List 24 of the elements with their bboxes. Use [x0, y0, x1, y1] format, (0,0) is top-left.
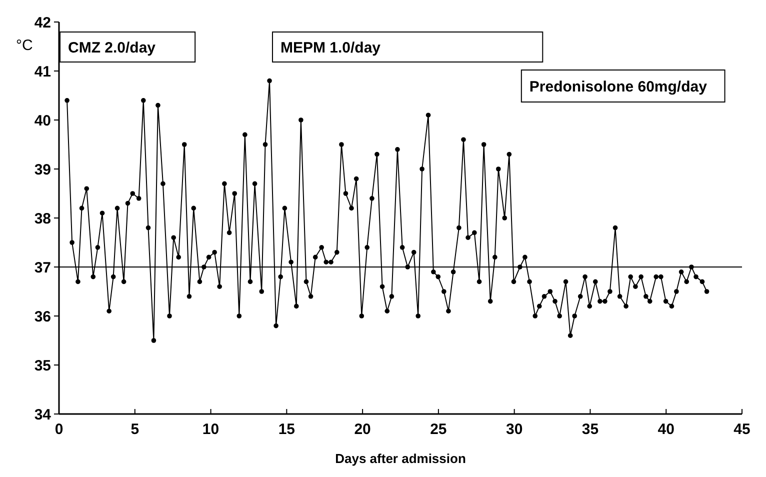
y-tick-label: 37 — [34, 259, 51, 276]
x-tick-label: 10 — [202, 421, 220, 438]
y-tick-label: 36 — [34, 308, 51, 326]
x-tick-label: 45 — [734, 421, 750, 438]
x-tick-label: 30 — [506, 421, 523, 438]
annotation: CMZ 2.0/day — [68, 39, 156, 56]
y-tick-label: 40 — [34, 112, 51, 130]
y-tick-label: 34 — [34, 406, 52, 424]
y-axis-title: °C — [16, 37, 33, 54]
x-tick-label: 5 — [130, 421, 140, 438]
annotation: MEPM 1.0/day — [280, 39, 382, 56]
x-tick-label: 0 — [54, 421, 64, 438]
y-tick-label: 35 — [34, 357, 51, 374]
x-tick-label: 25 — [430, 421, 447, 438]
x-tick-label: 15 — [278, 421, 296, 438]
x-tick-label: 20 — [354, 421, 371, 438]
y-tick-label: 39 — [34, 161, 51, 178]
y-tick-label: 42 — [34, 14, 51, 32]
y-tick-label: 38 — [34, 210, 51, 228]
annotation: Predonisolone 60mg/day — [529, 78, 708, 96]
y-tick-label: 41 — [34, 63, 51, 80]
x-axis-title: Days after admission — [335, 451, 466, 466]
x-tick-label: 40 — [658, 421, 674, 438]
x-tick-label: 35 — [582, 421, 599, 438]
